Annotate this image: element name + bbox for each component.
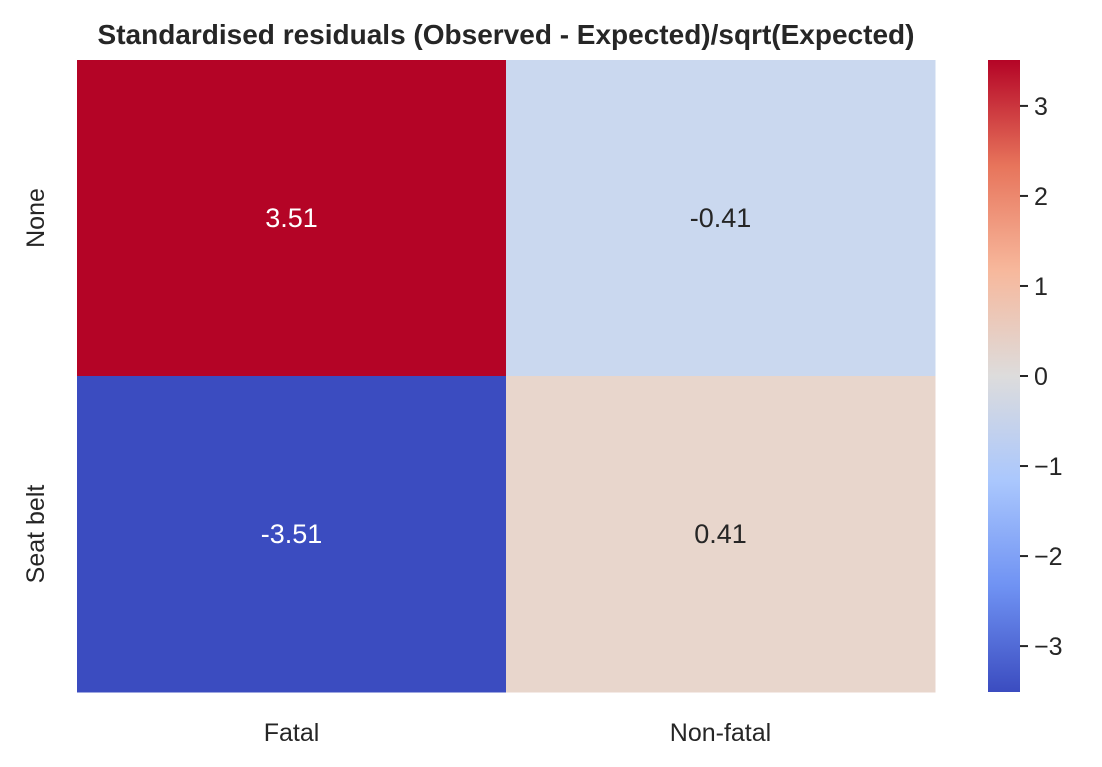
cell-value-label: 0.41 [694, 519, 747, 549]
cell-value-label: 3.51 [265, 203, 318, 233]
y-tick-label: Seat belt [22, 485, 50, 584]
y-axis-tick-labels: None Seat belt [22, 188, 50, 583]
heatmap-cell [77, 376, 507, 693]
chart-title: Standardised residuals (Observed - Expec… [98, 19, 915, 50]
colorbar-tick-label: 0 [1034, 363, 1048, 391]
colorbar-tick-label: −3 [1034, 633, 1063, 661]
heatmap-cell [77, 60, 507, 377]
cell-value-label: -3.51 [261, 519, 323, 549]
cell-value-label: -0.41 [690, 203, 752, 233]
x-tick-label: Fatal [264, 719, 320, 747]
x-axis-tick-labels: Fatal Non-fatal [264, 719, 772, 747]
y-tick-label: None [22, 188, 50, 248]
x-tick-label: Non-fatal [670, 719, 771, 747]
heatmap-cells: 3.51 -0.41 -3.51 0.41 [77, 60, 936, 693]
colorbar-tick-label: −1 [1034, 453, 1063, 481]
colorbar-tick-label: 2 [1034, 183, 1048, 211]
colorbar-tick-label: 1 [1034, 273, 1048, 301]
colorbar-ticks: −3 −2 −1 0 1 2 3 [1020, 93, 1063, 661]
colorbar [988, 60, 1020, 692]
heatmap-cell [506, 60, 936, 377]
colorbar-tick-label: 3 [1034, 93, 1048, 121]
heatmap-cell [506, 376, 936, 693]
colorbar-tick-label: −2 [1034, 543, 1063, 571]
